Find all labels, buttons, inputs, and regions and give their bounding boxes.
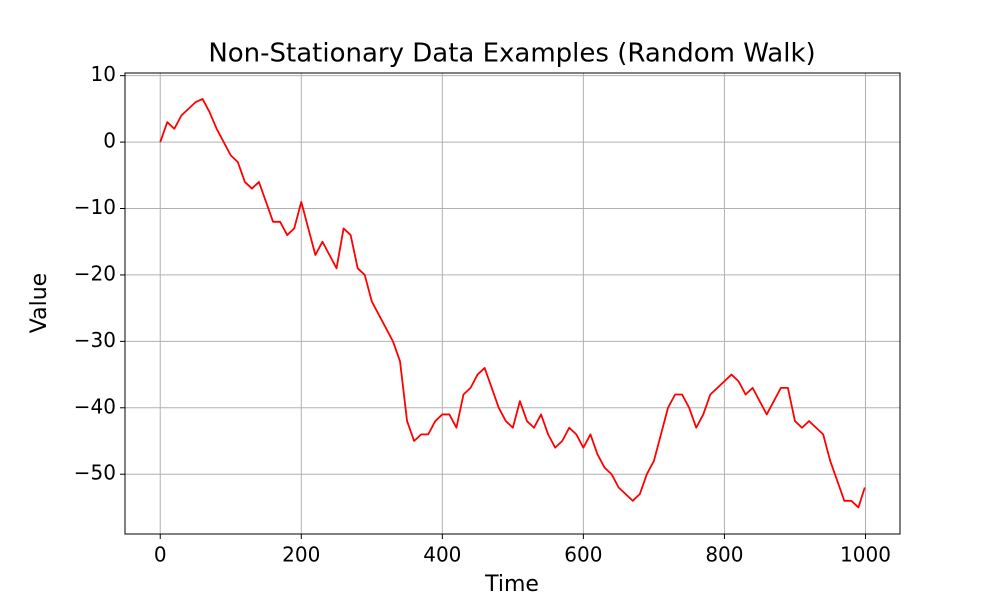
- x-tick-label: 400: [423, 543, 461, 567]
- y-tick-label: −30: [74, 328, 116, 352]
- x-tick-label: 200: [282, 543, 320, 567]
- x-tick-label: 0: [154, 543, 167, 567]
- x-axis-label: Time: [484, 572, 539, 597]
- x-tick-label: 1000: [840, 543, 891, 567]
- plot-frame: [124, 72, 901, 535]
- y-tick-label: 10: [91, 62, 116, 86]
- y-tick-label: −50: [74, 461, 116, 485]
- y-tick-label: −40: [74, 394, 116, 418]
- y-tick-label: 0: [103, 129, 116, 153]
- x-tick-label: 600: [564, 543, 602, 567]
- data-line: [159, 98, 866, 509]
- x-tick-label: 800: [705, 543, 743, 567]
- y-axis-label: Value: [27, 273, 52, 333]
- y-tick-label: −20: [74, 261, 116, 285]
- y-tick-label: −10: [74, 195, 116, 219]
- chart-title: Non-Stationary Data Examples (Random Wal…: [208, 39, 815, 69]
